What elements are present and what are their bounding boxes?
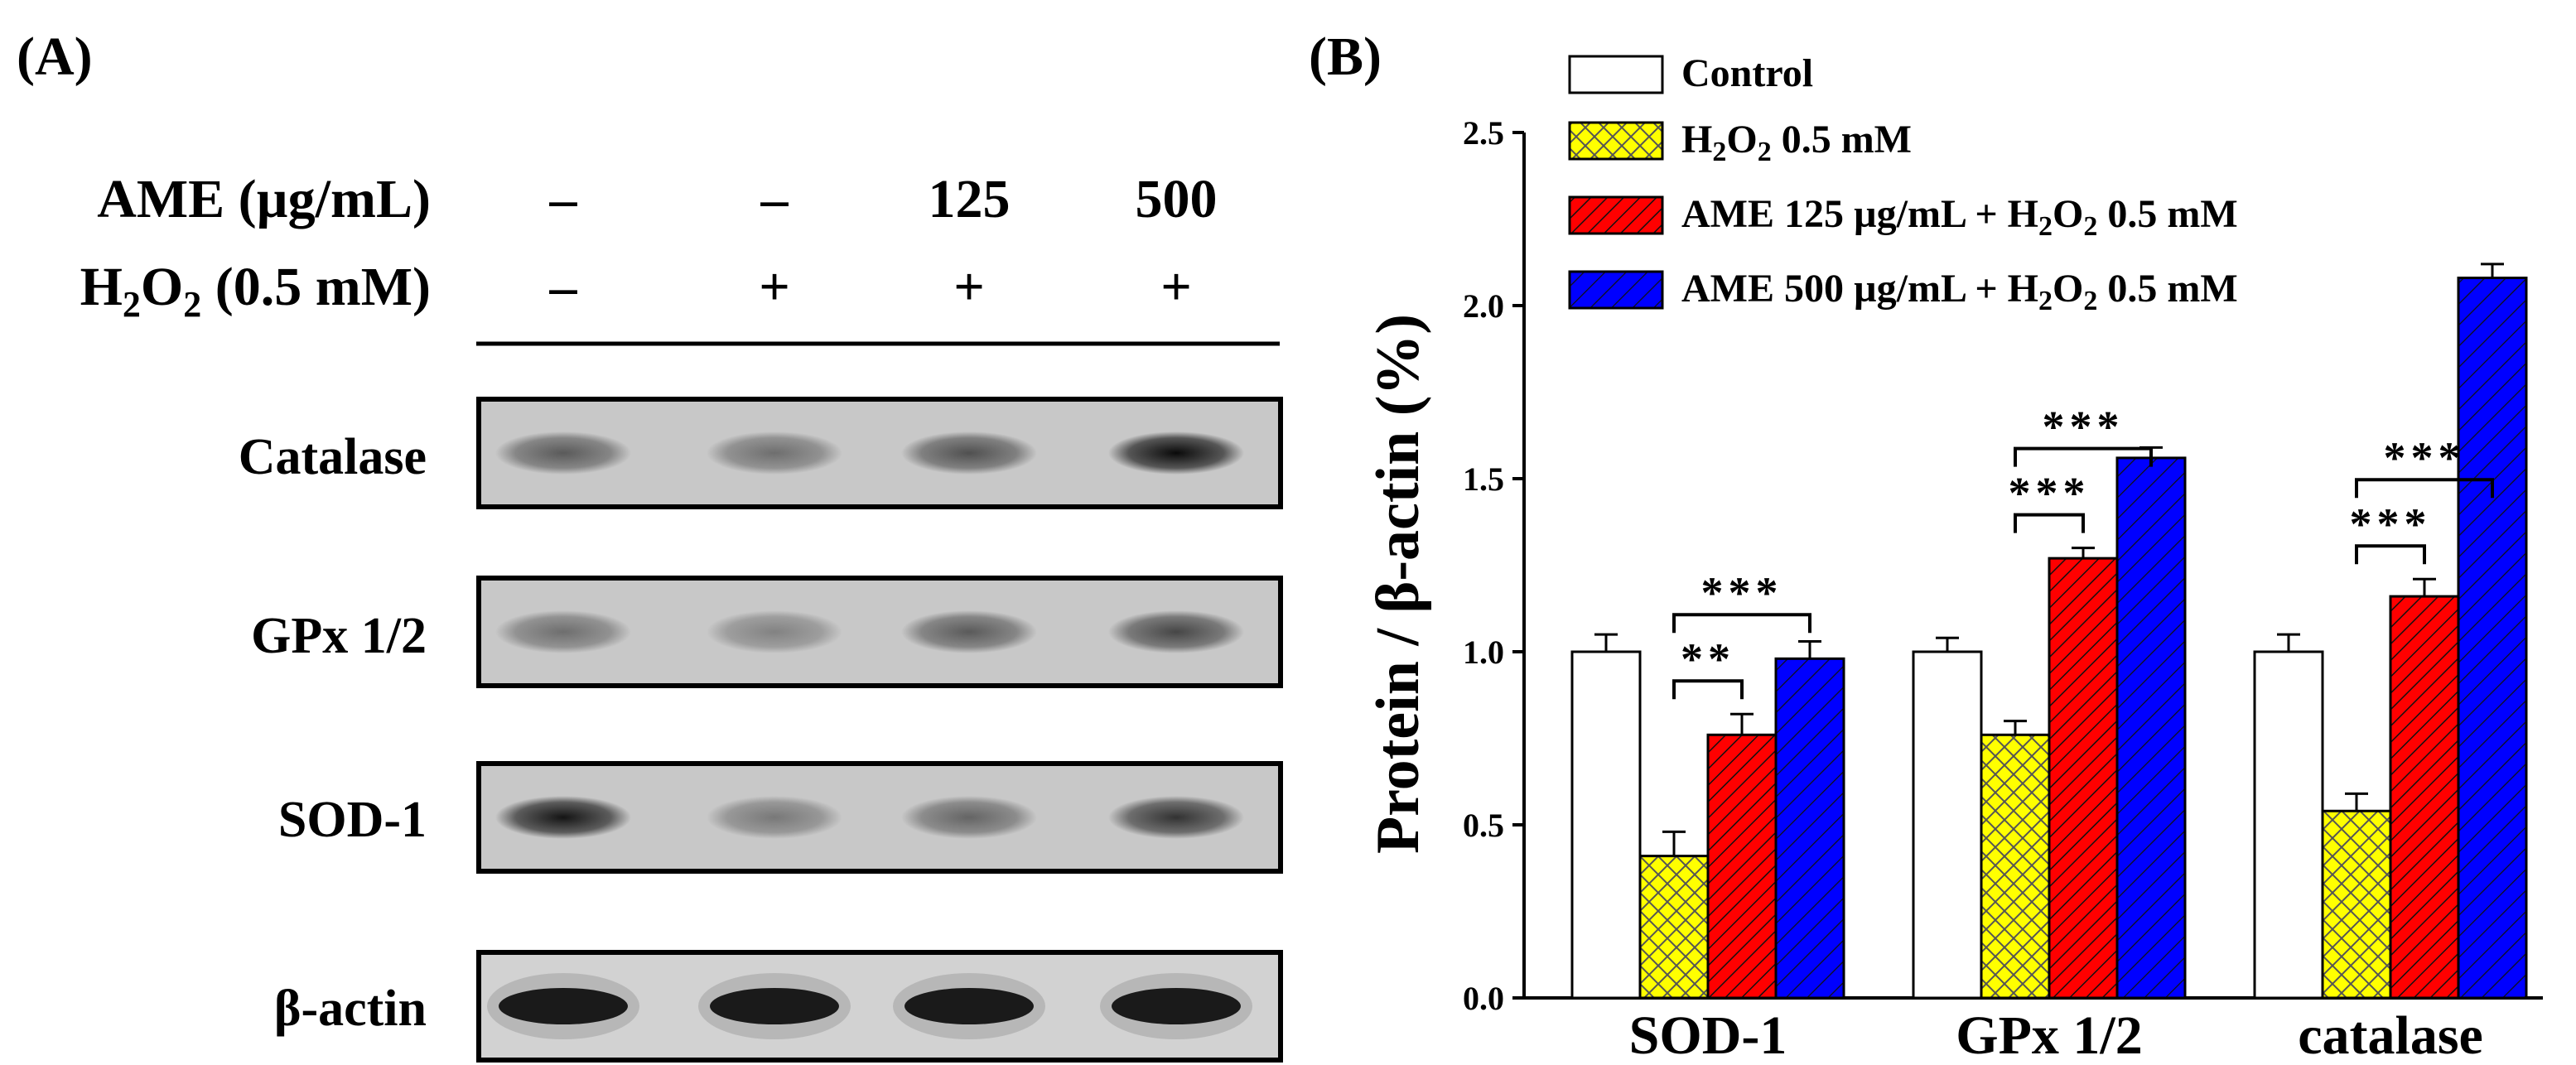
bar-gpx-1-2-series-2 [1980,733,2051,1000]
significance-bracket [2014,446,2153,467]
legend-label-ame500: AME 500 µg/mL + H2O2 0.5 mM [1681,267,2238,316]
blot-band-sod1-lane-1 [495,796,631,839]
bar-catalase-series-4 [2457,277,2528,1000]
bar-gpx-1-2-series-1 [1912,650,1983,1000]
blot-band-gpx-lane-2 [707,610,842,653]
blot-band-actin-lane-4 [1112,988,1241,1024]
y-tick-label: 1.5 [1463,460,1504,498]
bar-gpx-1-2-series-3 [2048,557,2119,1000]
lane-2-h2o2: + [759,257,790,317]
legend-label-h2o2: H2O2 0.5 mM [1681,118,1912,167]
legend: Control H2O2 0.5 mM AME 125 µg/mL + H2O2… [1568,51,2238,316]
lane-1-ame: – [549,169,578,229]
y-axis-title: Protein / β-actin (%) [1364,314,1432,854]
blot-band-sod1-lane-2 [707,796,842,839]
blot-label-catalase: Catalase [239,429,427,485]
panel-a-label: (A) [17,27,93,87]
legend-swatch-ame125 [1568,195,1664,235]
bar-gpx-1-2-series-4 [2115,456,2187,1000]
legend-swatch-h2o2 [1568,121,1664,161]
bar-catalase-series-2 [2321,809,2392,1000]
lane-4-h2o2: + [1160,257,1192,317]
blot-band-actin-lane-1 [499,988,628,1024]
blot-label-sod1: SOD-1 [278,792,427,848]
blot-band-catalase-lane-3 [901,431,1037,475]
y-tick-label: 2.5 [1463,114,1504,152]
blot-band-gpx-lane-3 [901,610,1037,653]
blot-band-gpx-lane-4 [1108,610,1244,653]
y-tick-label: 0.0 [1463,980,1504,1017]
bar-sod-1-series-1 [1570,650,1642,1000]
blot-label-actin: β-actin [274,981,427,1037]
panel-b-label: (B) [1309,27,1382,87]
x-category-label: catalase [2298,1005,2483,1065]
x-category-label: SOD-1 [1629,1005,1787,1065]
significance-bracket [1672,679,1744,700]
legend-swatch-control [1568,55,1664,94]
blot-band-actin-lane-2 [710,988,839,1024]
significance-bracket [1672,613,1811,634]
significance-label: ** [1681,634,1735,684]
bar-sod-1-series-2 [1638,855,1710,1000]
bar-sod-1-series-3 [1706,733,1778,1000]
blot-band-catalase-lane-2 [707,431,842,475]
blot-band-catalase-lane-4 [1108,431,1244,475]
blot-label-gpx: GPx 1/2 [251,608,427,664]
significance-bracket [2355,478,2494,499]
blot-band-actin-lane-3 [904,988,1034,1024]
bar-catalase-series-3 [2389,595,2460,1000]
y-tick-label: 2.0 [1463,287,1504,325]
lane-3-ame: 125 [929,169,1011,229]
blot-band-catalase-lane-1 [495,431,631,475]
bar-sod-1-series-4 [1774,657,1845,1000]
blots [476,397,1283,1063]
ame-row-label: AME (µg/mL) [97,169,431,229]
legend-swatch-ame500 [1568,270,1664,310]
chart-area: 0.0 0.5 1.0 1.5 2.0 2.5 SOD-1 GPx 1/2 catalase **… [1463,114,2543,1065]
significance-label: *** [2009,469,2091,518]
y-tick-label: 1.0 [1463,634,1504,671]
significance-label: *** [2043,402,2125,452]
panel-b: (B) Protein / β-actin (%) 0.0 0.5 1.0 1.5 2.… [1309,27,2543,1065]
lane-4-ame: 500 [1136,169,1218,229]
legend-label-ame125: AME 125 µg/mL + H2O2 0.5 mM [1681,192,2238,242]
blot-band-gpx-lane-1 [495,610,631,653]
x-category-label: GPx 1/2 [1956,1005,2143,1065]
significance-bracket [2355,544,2426,565]
lane-1-h2o2: – [549,257,578,317]
blot-band-sod1-lane-3 [901,796,1037,839]
significance-label: *** [2350,499,2432,549]
panel-a: (A) AME (µg/mL) H2O2 (0.5 mM) – – 125 50… [17,27,1283,1063]
lane-2-ame: – [760,169,789,229]
bar-catalase-series-1 [2253,650,2324,1000]
lane-3-h2o2: + [953,257,985,317]
y-tick-label: 0.5 [1463,807,1504,844]
h2o2-row-label: H2O2 (0.5 mM) [80,257,431,325]
significance-label: *** [2384,433,2466,483]
significance-bracket [2014,513,2085,533]
significance-label: *** [1701,568,1783,618]
blot-band-sod1-lane-4 [1108,796,1244,839]
legend-label-control: Control [1681,51,1813,95]
